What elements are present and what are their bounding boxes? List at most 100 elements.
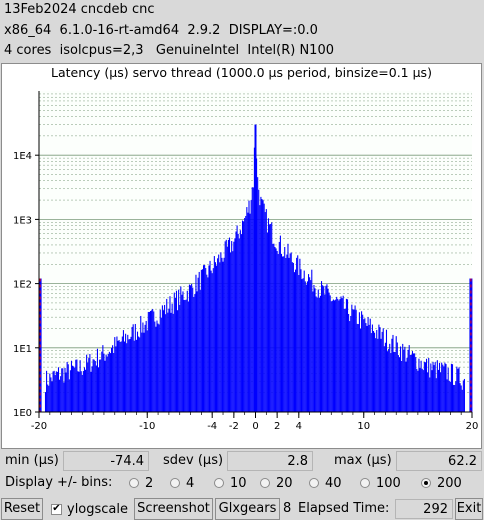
histogram-bar bbox=[433, 365, 435, 412]
histogram-bar bbox=[342, 295, 344, 412]
histogram-bar bbox=[107, 353, 109, 412]
histogram-bar bbox=[123, 341, 126, 412]
histogram-bar bbox=[243, 221, 245, 412]
glxgears-button[interactable]: Glxgears bbox=[215, 498, 280, 520]
histogram-bar bbox=[129, 338, 131, 412]
ylogscale-toggle[interactable]: ✔ ylogscale bbox=[51, 498, 128, 520]
histogram-bar bbox=[295, 269, 297, 412]
bins-option-4[interactable]: 4 bbox=[170, 473, 194, 493]
histogram-bar bbox=[103, 353, 105, 412]
sdev-value: 2.8 bbox=[227, 451, 313, 471]
histogram-bar bbox=[402, 343, 404, 412]
histogram-bar bbox=[63, 382, 65, 412]
histogram-bar bbox=[185, 299, 187, 412]
histogram-bar bbox=[136, 331, 139, 412]
histogram-bar bbox=[456, 366, 458, 412]
histogram-bar bbox=[55, 371, 57, 412]
histogram-bar bbox=[366, 325, 368, 412]
radio-indicator-icon[interactable] bbox=[260, 478, 270, 488]
histogram-bar bbox=[314, 288, 316, 412]
histogram-bar bbox=[318, 297, 320, 412]
histogram-bar bbox=[125, 333, 127, 412]
radio-indicator-icon[interactable] bbox=[421, 478, 431, 488]
histogram-bar bbox=[93, 359, 95, 412]
header-line-cpu: 4 cores isolcpus=2,3 GenuineIntel Intel(… bbox=[4, 43, 334, 58]
histogram-bar bbox=[461, 389, 463, 412]
histogram-bar bbox=[173, 292, 175, 412]
histogram-bar bbox=[454, 384, 456, 412]
histogram-bar bbox=[223, 257, 225, 412]
bins-option-label: 2 bbox=[145, 475, 154, 491]
histogram-bar bbox=[365, 323, 367, 412]
histogram-bar bbox=[337, 298, 339, 412]
histogram-bar bbox=[195, 274, 197, 412]
exit-button[interactable]: Exit bbox=[455, 498, 483, 520]
histogram-bar bbox=[289, 253, 291, 412]
histogram-bar bbox=[166, 298, 168, 412]
screenshot-button[interactable]: Screenshot bbox=[134, 498, 213, 520]
histogram-bar bbox=[220, 252, 222, 412]
histogram-bar bbox=[348, 313, 350, 412]
histogram-bar bbox=[69, 370, 71, 412]
radio-indicator-icon[interactable] bbox=[309, 478, 319, 488]
histogram-bar bbox=[210, 270, 212, 412]
bins-option-200[interactable]: 200 bbox=[421, 473, 462, 493]
histogram-bar bbox=[383, 346, 385, 412]
histogram-bar bbox=[180, 286, 182, 412]
histogram-bar bbox=[73, 366, 75, 412]
histogram-bar bbox=[345, 298, 347, 412]
histogram-bar bbox=[422, 370, 424, 412]
histogram-bar bbox=[284, 246, 286, 412]
min-label: min (µs) bbox=[5, 453, 59, 468]
histogram-bar bbox=[425, 358, 428, 412]
glxgears-count: 8 bbox=[283, 501, 292, 516]
histogram-bar bbox=[303, 270, 305, 412]
histogram-bar bbox=[372, 331, 375, 412]
histogram-bar bbox=[159, 309, 161, 412]
histogram-bar bbox=[292, 262, 294, 412]
radio-indicator-icon[interactable] bbox=[360, 478, 370, 488]
histogram-bar bbox=[287, 243, 289, 412]
bins-option-20[interactable]: 20 bbox=[260, 473, 293, 493]
histogram-bar bbox=[231, 241, 233, 412]
histogram-bar bbox=[127, 334, 129, 412]
reset-button[interactable]: Reset bbox=[1, 498, 43, 520]
histogram-bar bbox=[167, 312, 169, 412]
histogram-bar bbox=[271, 222, 273, 412]
histogram-bar bbox=[102, 345, 104, 412]
bins-option-40[interactable]: 40 bbox=[309, 473, 342, 493]
histogram-bar bbox=[65, 372, 67, 412]
histogram-bar bbox=[122, 330, 124, 412]
x-tick-label: -4 bbox=[207, 421, 217, 432]
radio-indicator-icon[interactable] bbox=[170, 478, 180, 488]
histogram-bar bbox=[200, 269, 202, 412]
histogram-bar bbox=[437, 369, 439, 412]
histogram-bar bbox=[72, 365, 74, 412]
min-value: -74.4 bbox=[63, 451, 149, 471]
histogram-bar bbox=[101, 351, 103, 412]
radio-indicator-icon[interactable] bbox=[214, 478, 224, 488]
histogram-bar bbox=[401, 360, 403, 412]
header-line-kernel: x86_64 6.1.0-16-rt-amd64 2.9.2 DISPLAY=:… bbox=[4, 23, 318, 38]
histogram-bar bbox=[442, 364, 444, 412]
bins-option-2[interactable]: 2 bbox=[129, 473, 153, 493]
histogram-bar bbox=[341, 298, 343, 412]
histogram-bar bbox=[384, 342, 386, 412]
histogram-bar bbox=[155, 326, 157, 412]
histogram-bar bbox=[88, 358, 90, 412]
bins-option-100[interactable]: 100 bbox=[360, 473, 401, 493]
histogram-bar bbox=[169, 296, 171, 412]
histogram-bar bbox=[81, 374, 83, 412]
histogram-bar bbox=[118, 340, 120, 412]
ylogscale-checkbox[interactable]: ✔ bbox=[51, 503, 62, 515]
radio-indicator-icon[interactable] bbox=[129, 478, 139, 488]
bins-option-10[interactable]: 10 bbox=[214, 473, 247, 493]
elapsed-label: Elapsed Time: bbox=[298, 501, 390, 516]
histogram-bar bbox=[291, 262, 293, 412]
histogram-bar bbox=[406, 357, 408, 412]
histogram-bar bbox=[154, 321, 156, 412]
histogram-bar bbox=[187, 301, 189, 412]
histogram-bar bbox=[329, 295, 331, 412]
histogram-bar bbox=[140, 315, 142, 412]
histogram-bar bbox=[96, 348, 98, 412]
